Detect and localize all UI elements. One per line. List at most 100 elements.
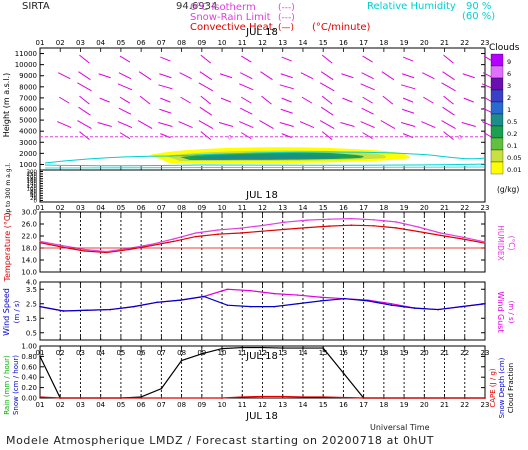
wind-arrow — [319, 120, 335, 129]
series-point — [39, 355, 41, 358]
series-point — [217, 233, 219, 235]
x-tick-label: 19 — [400, 39, 409, 47]
x-tick-label: 02 — [56, 401, 65, 409]
x-tick-label: 20 — [420, 349, 429, 357]
wind-arrow — [442, 71, 455, 81]
y-tick-label: 20 — [30, 196, 37, 202]
series-point — [417, 230, 420, 233]
series-point — [172, 238, 175, 240]
x-tick-label: 04 — [96, 204, 105, 212]
series-point — [83, 250, 86, 252]
y-tick-label: 180 — [27, 177, 38, 183]
wind-arrow — [241, 132, 252, 140]
wind-arrow — [443, 131, 454, 141]
x-tick-label: 13 — [278, 349, 287, 357]
x-tick-label: 07 — [157, 401, 166, 409]
x-tick-label: 06 — [137, 349, 146, 357]
wind-arrow — [443, 95, 454, 105]
x-tick-label: 10 — [218, 204, 227, 212]
series-point — [383, 397, 385, 399]
x-tick-label: 01 — [36, 349, 45, 357]
wind-arrow — [321, 95, 333, 105]
wind-arrow — [299, 121, 315, 128]
wind-arrow — [117, 83, 133, 91]
clouds-swatch — [490, 137, 504, 151]
x-tick-label: 15 — [319, 204, 328, 212]
x-tick-label: 12 — [258, 39, 267, 47]
wind-arrow — [78, 106, 91, 116]
y-tick-label: 1.5 — [26, 315, 37, 323]
date-label: JUL 18 — [245, 351, 278, 362]
x-tick-label: 08 — [177, 349, 186, 357]
clouds-swatch — [490, 113, 504, 127]
y-tick-label: 0.60 — [21, 363, 37, 371]
clouds-level: 0.05 — [507, 154, 521, 162]
x-tick-label: 07 — [157, 204, 166, 212]
wind-arrow — [402, 56, 414, 62]
wind-arrow — [58, 72, 71, 80]
series-point — [201, 353, 203, 355]
y-axis-label: Rain (mm / hour) — [3, 355, 11, 415]
series-point — [367, 300, 369, 302]
y-tick-label: 200 — [27, 174, 38, 180]
series-point — [99, 397, 102, 399]
series-point — [343, 297, 346, 300]
series-point — [241, 346, 244, 349]
y-tick-label: 0.00 — [21, 395, 37, 403]
wind-arrow — [280, 73, 293, 79]
y-axis-right-unit: (m / s) — [507, 301, 515, 324]
wind-arrow — [463, 97, 474, 103]
y-tick-label: 0.5 — [26, 329, 37, 337]
series-point — [39, 305, 41, 308]
x-tick-label: 14 — [298, 401, 307, 409]
x-tick-label: 14 — [298, 204, 307, 212]
x-tick-label: 20 — [420, 39, 429, 47]
series-point — [180, 397, 183, 399]
wind-arrow — [160, 56, 171, 62]
humidity-contour — [44, 151, 486, 164]
y-tick-label: 80 — [30, 189, 37, 195]
series-point — [328, 225, 331, 227]
series-point — [390, 302, 393, 305]
x-tick-label: 11 — [238, 39, 247, 47]
series-point — [261, 230, 264, 232]
wind-arrow — [461, 122, 476, 128]
series-point — [320, 296, 322, 299]
x-tick-label: 18 — [379, 349, 388, 357]
series-point — [249, 305, 252, 308]
series-point — [322, 396, 324, 398]
wind-arrow — [241, 55, 252, 63]
x-tick-label: 18 — [379, 401, 388, 409]
y-axis-right-unit: (°C) — [507, 236, 516, 251]
x-tick-label: 16 — [339, 349, 348, 357]
wind-arrow — [239, 121, 254, 128]
series-point — [460, 305, 463, 308]
y-tick-label: 10.0 — [21, 269, 37, 277]
wind-arrow — [119, 55, 131, 63]
legend-right: Relative Humidity 90 %(60 %) — [367, 1, 495, 22]
wind-arrow — [421, 121, 436, 128]
y-tick-label: 1000 — [19, 161, 37, 169]
wind-arrow — [218, 122, 234, 128]
series-point — [306, 226, 308, 229]
series-line — [39, 217, 486, 253]
series-point — [283, 228, 286, 231]
y-axis-unit: (m / s) — [13, 300, 21, 323]
series-point — [350, 217, 353, 220]
series-point — [439, 232, 442, 234]
y-tick-label: 4000 — [19, 128, 37, 136]
x-tick-label: 02 — [56, 349, 65, 357]
x-tick-label: 19 — [400, 401, 409, 409]
series-point — [194, 235, 197, 238]
legend-sample: (—) — [278, 23, 294, 33]
series-point — [390, 304, 393, 307]
isotherm-label: 0 — [458, 135, 462, 142]
series-point — [395, 227, 397, 229]
series-point — [461, 236, 464, 238]
series-point — [439, 234, 442, 237]
y-axis-label: Wind Speed — [2, 288, 11, 336]
x-tick-label: 05 — [116, 349, 125, 357]
series-point — [217, 229, 219, 231]
